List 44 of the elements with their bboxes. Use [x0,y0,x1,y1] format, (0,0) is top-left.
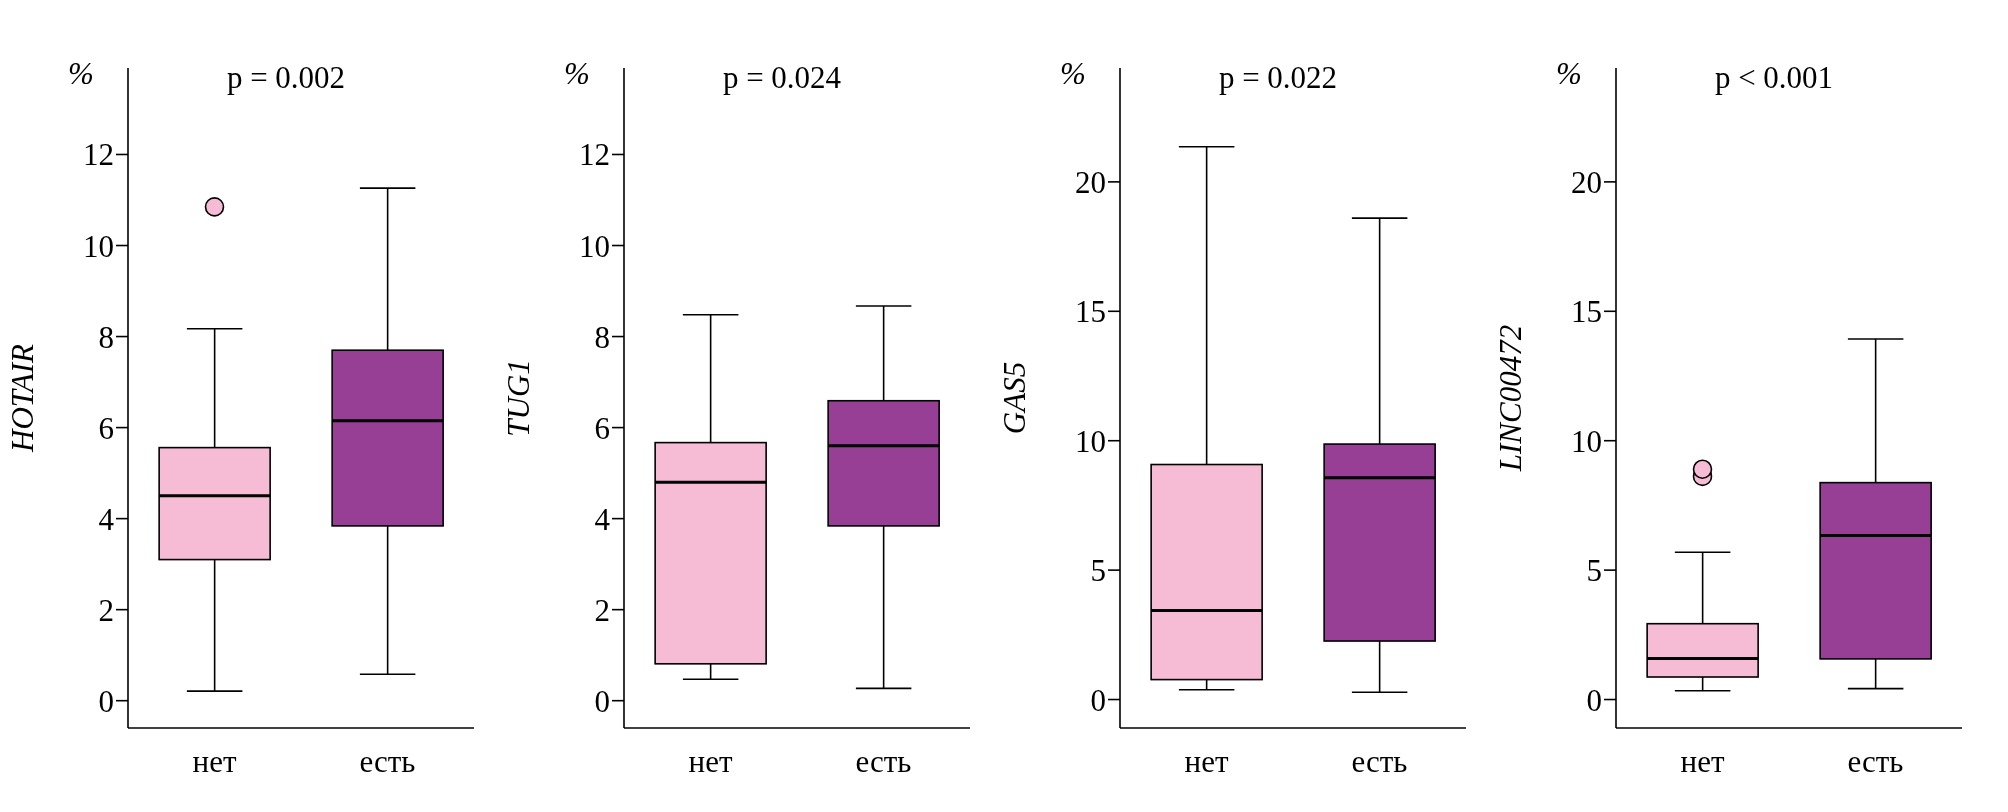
y-tick-label: 6 [98,410,114,446]
chart-title: p < 0.001 [1714,60,1834,95]
y-tick-label: 0 [594,683,610,719]
text: % [1556,56,1582,92]
x-tick-label: нет [688,744,733,780]
y-axis-title: GAS5 [997,361,1033,435]
y-tick-label: 10 [83,228,114,264]
text: % [564,56,590,92]
x-tick-label: есть [855,744,912,780]
y-tick-label: 10 [1075,423,1106,459]
y-tick-label: 4 [98,501,115,537]
chart-title: p = 0.022 [1218,60,1338,95]
y-tick-label: 15 [1075,294,1106,330]
x-tick-label: есть [359,744,416,780]
y-tick-label: 0 [1090,682,1106,718]
y-tick-label: 10 [1571,423,1602,459]
x-tick-label: есть [1847,744,1904,780]
x-tick-label: нет [192,744,237,780]
text: % [68,56,94,92]
y-tick-label: 5 [1090,553,1106,589]
y-axis-title: LINC00472 [1493,324,1529,473]
x-tick-label: есть [1351,744,1408,780]
y-tick-label: 5 [1586,553,1602,589]
y-tick-label: 0 [1586,682,1602,718]
y-tick-label: 15 [1571,294,1602,330]
y-tick-label: 12 [83,137,114,173]
y-tick-label: 10 [579,228,610,264]
x-tick-label: нет [1184,744,1229,780]
text: % [1060,56,1086,92]
chart-title: p = 0.024 [722,60,842,95]
chart-title: p = 0.002 [226,60,346,95]
y-tick-label: 12 [579,137,610,173]
y-tick-label: 8 [594,319,610,355]
y-tick-label: 2 [98,592,114,628]
y-tick-label: 6 [594,410,610,446]
x-tick-label: нет [1680,744,1725,780]
y-tick-label: 8 [98,319,114,355]
y-axis-title: HOTAIR [5,343,41,453]
y-tick-label: 20 [1571,164,1602,200]
y-axis-title: TUG1 [501,359,537,437]
y-tick-label: 0 [98,683,114,719]
y-tick-label: 2 [594,592,610,628]
y-tick-label: 4 [594,501,611,537]
y-tick-label: 20 [1075,164,1106,200]
